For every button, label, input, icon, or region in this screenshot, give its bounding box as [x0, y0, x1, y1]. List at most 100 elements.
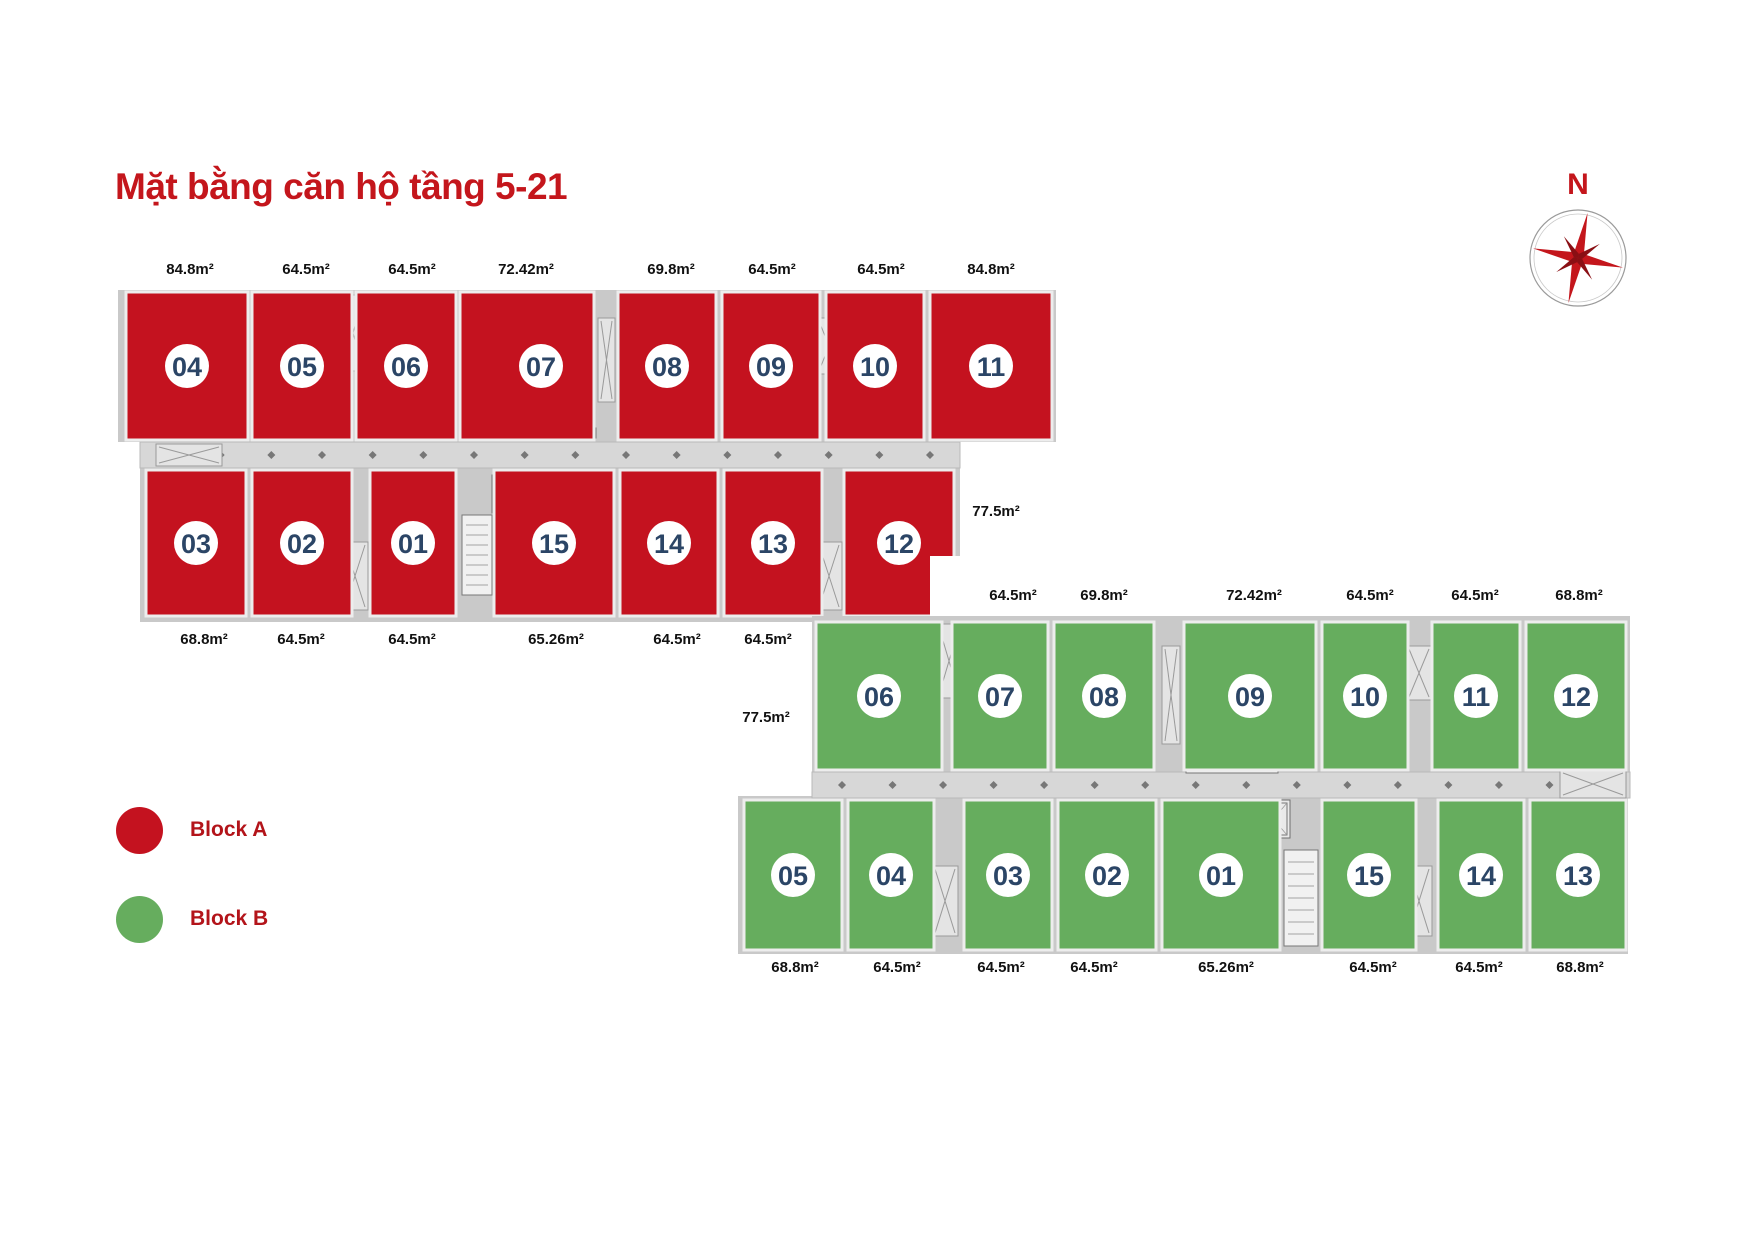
unit-badge — [174, 521, 218, 565]
unit-area: 72.42m² — [498, 261, 554, 278]
unit-badge — [165, 344, 209, 388]
unit-badge — [532, 521, 576, 565]
unit-badge — [969, 344, 1013, 388]
unit-a-04[interactable]: 04 84.8m² — [124, 261, 250, 442]
unit-b-03[interactable]: 03 64.5m² — [962, 798, 1054, 976]
unit-badge — [384, 344, 428, 388]
unit-a-02[interactable]: 02 64.5m² — [250, 468, 354, 648]
compass-north-label: N — [1567, 168, 1589, 201]
unit-a-15[interactable]: 15 65.26m² — [492, 468, 616, 648]
unit-number: 12 — [884, 529, 914, 559]
unit-number: 08 — [1089, 682, 1119, 712]
unit-number: 03 — [993, 861, 1023, 891]
unit-area: 68.8m² — [1555, 587, 1603, 604]
legend-swatch-block-b — [116, 896, 163, 943]
unit-badge — [647, 521, 691, 565]
unit-number: 06 — [391, 352, 421, 382]
compass: N — [1518, 168, 1638, 318]
unit-b-14[interactable]: 14 64.5m² — [1436, 798, 1526, 976]
unit-number: 15 — [1354, 861, 1384, 891]
unit-a-11[interactable]: 11 84.8m² — [928, 261, 1054, 442]
unit-a-14[interactable]: 14 64.5m² — [618, 468, 720, 648]
page-title: Mặt bằng căn hộ tầng 5-21 — [115, 166, 568, 207]
unit-area: 64.5m² — [989, 587, 1037, 604]
unit-area: 64.5m² — [977, 959, 1025, 976]
unit-number: 14 — [654, 529, 684, 559]
unit-b-11[interactable]: 11 64.5m² — [1430, 587, 1522, 772]
unit-badge — [869, 853, 913, 897]
unit-number: 13 — [1563, 861, 1593, 891]
unit-b-07[interactable]: 07 64.5m² — [950, 587, 1050, 772]
unit-number: 06 — [864, 682, 894, 712]
unit-b-15[interactable]: 15 64.5m² — [1320, 798, 1418, 976]
unit-a-05[interactable]: 05 64.5m² — [250, 261, 354, 442]
unit-floor — [928, 290, 1054, 442]
unit-area: 69.8m² — [1080, 587, 1128, 604]
unit-area: 64.5m² — [282, 261, 330, 278]
unit-a-06[interactable]: 06 64.5m² — [354, 261, 458, 442]
unit-number: 10 — [1350, 682, 1380, 712]
unit-a-07[interactable]: 07 72.42m² — [458, 261, 596, 442]
corridor — [139, 441, 961, 469]
unit-a-08[interactable]: 08 69.8m² — [616, 261, 718, 442]
unit-number: 14 — [1466, 861, 1496, 891]
unit-badge — [1085, 853, 1129, 897]
unit-b-13[interactable]: 13 68.8m² — [1528, 798, 1628, 976]
unit-badge — [519, 344, 563, 388]
unit-area: 64.5m² — [388, 261, 436, 278]
unit-area: 64.5m² — [388, 631, 436, 648]
unit-area: 68.8m² — [771, 959, 819, 976]
unit-number: 09 — [1235, 682, 1265, 712]
unit-badge — [771, 853, 815, 897]
unit-badge — [751, 521, 795, 565]
unit-badge — [1343, 674, 1387, 718]
unit-area: 68.8m² — [180, 631, 228, 648]
unit-number: 07 — [985, 682, 1015, 712]
unit-a-01[interactable]: 01 64.5m² — [368, 468, 458, 648]
unit-b-05[interactable]: 05 68.8m² — [742, 798, 844, 976]
unit-area: 65.26m² — [528, 631, 584, 648]
unit-number: 05 — [287, 352, 317, 382]
unit-area: 84.8m² — [967, 261, 1015, 278]
unit-badge — [280, 521, 324, 565]
unit-a-12[interactable]: 12 77.5m² — [842, 468, 1020, 618]
unit-a-13[interactable]: 13 64.5m² — [722, 468, 824, 648]
unit-badge — [853, 344, 897, 388]
unit-area: 64.5m² — [744, 631, 792, 648]
unit-badge — [978, 674, 1022, 718]
unit-a-03[interactable]: 03 68.8m² — [144, 468, 248, 648]
unit-area: 84.8m² — [166, 261, 214, 278]
unit-number: 11 — [977, 352, 1006, 382]
unit-b-09[interactable]: 09 72.42m² — [1182, 587, 1318, 772]
unit-badge — [857, 674, 901, 718]
unit-badge — [749, 344, 793, 388]
unit-a-09[interactable]: 09 64.5m² — [720, 261, 822, 442]
unit-area: 64.5m² — [653, 631, 701, 648]
unit-number: 08 — [652, 352, 682, 382]
unit-badge — [1228, 674, 1272, 718]
unit-b-04[interactable]: 04 64.5m² — [846, 798, 936, 976]
unit-badge — [1556, 853, 1600, 897]
unit-number: 07 — [526, 352, 556, 382]
unit-b-12[interactable]: 12 68.8m² — [1524, 587, 1628, 772]
corridor — [811, 771, 1631, 799]
unit-number: 13 — [758, 529, 788, 559]
unit-number: 01 — [1206, 861, 1236, 891]
unit-a-10[interactable]: 10 64.5m² — [824, 261, 926, 442]
unit-b-06[interactable]: 06 77.5m² — [742, 620, 944, 772]
unit-b-10[interactable]: 10 64.5m² — [1320, 587, 1410, 772]
unit-b-01[interactable]: 01 65.26m² — [1160, 798, 1282, 976]
unit-b-02[interactable]: 02 64.5m² — [1056, 798, 1158, 976]
unit-area: 64.5m² — [873, 959, 921, 976]
unit-number: 09 — [756, 352, 786, 382]
unit-badge — [1082, 674, 1126, 718]
unit-badge — [1347, 853, 1391, 897]
unit-badge — [986, 853, 1030, 897]
legend-label-block-a: Block A — [190, 818, 268, 841]
legend-label-block-b: Block B — [190, 907, 269, 930]
unit-number: 02 — [287, 529, 317, 559]
unit-area: 77.5m² — [742, 709, 790, 726]
unit-b-08[interactable]: 08 69.8m² — [1052, 587, 1156, 772]
unit-floor — [144, 468, 248, 618]
